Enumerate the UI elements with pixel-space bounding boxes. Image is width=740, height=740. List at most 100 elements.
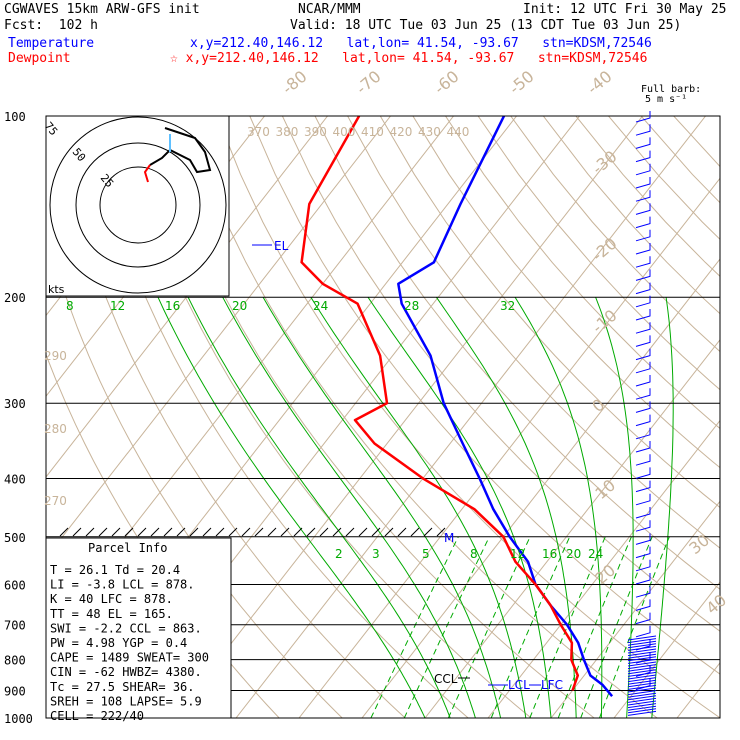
isotherm-label: -80 bbox=[278, 67, 310, 98]
dry-adiabat bbox=[477, 116, 720, 391]
hatch-mark bbox=[202, 527, 212, 537]
plot-frame bbox=[45, 115, 721, 719]
wind-barb-low bbox=[627, 661, 657, 667]
wind-barb bbox=[635, 414, 651, 427]
wind-barb bbox=[635, 493, 651, 506]
wind-barb-low bbox=[627, 651, 657, 657]
wind-barb bbox=[635, 559, 651, 572]
wind-barb bbox=[635, 322, 651, 334]
dry-adiabat bbox=[118, 116, 532, 718]
mixing-ratio-line bbox=[529, 536, 606, 718]
wind-barb-low bbox=[627, 679, 657, 685]
theta-label-left: 280 bbox=[44, 422, 67, 436]
parcel-row: PW = 4.98 YGP = 0.4 bbox=[50, 636, 187, 650]
wind-barb bbox=[635, 480, 651, 493]
parcel-row: CELL = 222/40 bbox=[50, 709, 144, 723]
dry-adiabat bbox=[542, 116, 720, 315]
lcl-label: LCL bbox=[508, 678, 530, 692]
pressure-tick-label: 100 bbox=[4, 110, 26, 124]
hatch-mark bbox=[436, 527, 446, 537]
theta-label: 380 bbox=[276, 125, 299, 139]
hodograph-ring bbox=[49, 116, 227, 294]
wind-barb bbox=[635, 388, 651, 400]
theta-label: 410 bbox=[361, 125, 384, 139]
wind-barb bbox=[635, 625, 651, 638]
isotherm-label: 30 bbox=[685, 530, 713, 558]
wind-barb-low bbox=[627, 674, 657, 680]
wind-barb bbox=[635, 361, 651, 374]
wind-barb-low bbox=[627, 635, 657, 641]
isotherm-label: -60 bbox=[430, 67, 462, 98]
wind-barb bbox=[635, 573, 651, 585]
wind-barb bbox=[635, 441, 651, 453]
wind-barb bbox=[635, 507, 651, 519]
barb-note: Full barb: bbox=[641, 84, 702, 95]
theta-label: 440 bbox=[447, 125, 470, 139]
wind-barb bbox=[635, 243, 651, 255]
barb-units: 5 m s⁻¹ bbox=[645, 94, 688, 105]
moist-adiabat bbox=[595, 297, 634, 718]
hatch-mark bbox=[358, 527, 368, 537]
wind-barb bbox=[635, 137, 651, 149]
dry-adiabat bbox=[379, 116, 720, 509]
wind-barb bbox=[635, 124, 651, 136]
pressure-tick-label: 800 bbox=[4, 654, 26, 668]
dry-adiabat bbox=[314, 116, 720, 590]
mixing-label-upper: 12 bbox=[110, 299, 125, 313]
wind-barb bbox=[635, 586, 651, 598]
m-label: M bbox=[444, 531, 454, 545]
wind-barb bbox=[635, 599, 651, 611]
wind-barb bbox=[635, 229, 651, 242]
wind-barb bbox=[635, 163, 651, 176]
isotherm-label: -40 bbox=[583, 67, 615, 98]
hodograph-trace-low bbox=[143, 164, 151, 183]
dry-adiabat bbox=[347, 116, 720, 549]
el-label: EL bbox=[274, 239, 289, 253]
moist-adiabat bbox=[367, 296, 552, 718]
dry-adiabat bbox=[510, 116, 720, 353]
pressure-tick-label: 900 bbox=[4, 684, 26, 698]
wind-barb-low bbox=[627, 705, 657, 711]
hatch-mark bbox=[423, 527, 433, 537]
dry-adiabat bbox=[86, 116, 469, 718]
wind-barb-low bbox=[627, 710, 657, 716]
theta-label-left: 270 bbox=[44, 494, 67, 508]
pressure-tick-label: 500 bbox=[4, 531, 26, 545]
wind-barb-low bbox=[627, 658, 657, 664]
pressure-tick-label: 600 bbox=[4, 578, 26, 592]
temperature-location: x,y=212.40,146.12 lat,lon= 41.54, -93.67… bbox=[190, 36, 652, 51]
mixing-label-lower: 24 bbox=[588, 547, 603, 561]
hatch-mark bbox=[384, 527, 394, 537]
isotherm bbox=[235, 116, 706, 718]
mixing-label-lower: 2 bbox=[335, 547, 343, 561]
mixing-ratio-line bbox=[490, 536, 571, 718]
wind-barb bbox=[635, 454, 651, 466]
theta-label-left: 290 bbox=[44, 349, 67, 363]
hatch-mark bbox=[163, 527, 173, 537]
hatch-mark bbox=[410, 527, 420, 537]
wind-barb bbox=[635, 375, 651, 387]
moist-adiabat bbox=[435, 296, 577, 718]
isotherm bbox=[46, 116, 391, 559]
isotherm-label: 40 bbox=[702, 590, 730, 618]
mixing-label-upper: 28 bbox=[404, 299, 419, 313]
wind-barb bbox=[635, 216, 651, 229]
wind-barb-low bbox=[627, 640, 657, 646]
wind-barb bbox=[635, 177, 651, 189]
theta-label: 430 bbox=[418, 125, 441, 139]
dry-adiabat bbox=[151, 116, 595, 718]
hatch-mark bbox=[306, 527, 316, 537]
hatch-mark bbox=[124, 527, 134, 537]
dry-adiabat bbox=[216, 116, 720, 718]
parcel-row: CAPE = 1489 SWEAT= 300 bbox=[50, 651, 209, 665]
wind-barb bbox=[635, 282, 651, 295]
wind-barb bbox=[635, 612, 651, 625]
wind-barb bbox=[635, 256, 651, 268]
wind-barb-low bbox=[627, 695, 657, 701]
wind-barb bbox=[635, 111, 651, 123]
wind-barb bbox=[635, 348, 651, 361]
mixing-label-upper: 16 bbox=[165, 299, 180, 313]
isotherm bbox=[487, 419, 720, 718]
isotherm-label: -70 bbox=[352, 67, 384, 98]
hatch-mark bbox=[345, 527, 355, 537]
